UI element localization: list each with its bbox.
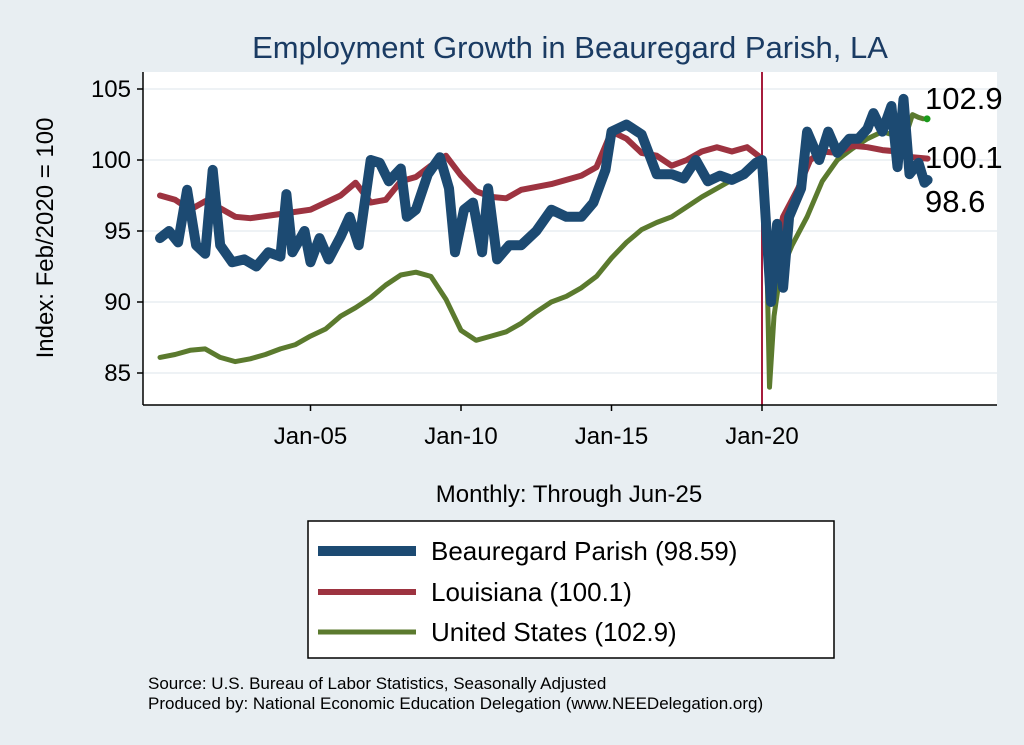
end-label-1: 100.1 <box>925 140 1003 175</box>
legend-label-2: United States (102.9) <box>431 617 677 647</box>
legend-entries: Beauregard Parish (98.59) Louisiana (100.… <box>318 536 737 647</box>
legend: Beauregard Parish (98.59) Louisiana (100.… <box>307 520 835 659</box>
legend-label-1: Louisiana (100.1) <box>431 577 632 607</box>
end-label-0: 98.6 <box>925 184 985 219</box>
chart-title: Employment Growth in Beauregard Parish, … <box>252 30 888 65</box>
y-tick-label: 90 <box>104 289 131 316</box>
x-tick-label: Jan-10 <box>424 423 497 450</box>
series-layer <box>155 72 933 405</box>
end-label-2: 102.9 <box>925 81 1003 116</box>
y-tick-label: 85 <box>104 360 131 387</box>
series-end-marker <box>923 115 931 123</box>
produced-by-note: Produced by: National Economic Education… <box>148 694 763 713</box>
legend-box <box>307 520 835 659</box>
axes <box>137 72 997 411</box>
x-axis-title: Monthly: Through Jun-25 <box>436 481 702 508</box>
y-tick-label: 95 <box>104 218 131 245</box>
source-note: Source: U.S. Bureau of Labor Statistics,… <box>148 674 606 693</box>
y-tick-label: 100 <box>91 147 131 174</box>
x-tick-label: Jan-05 <box>274 423 347 450</box>
series-line-0 <box>155 93 933 307</box>
y-axis-title: Index: Feb/2020 = 100 <box>32 118 59 359</box>
x-tick-label: Jan-15 <box>575 423 648 450</box>
y-tick-labels: 85 90 95 100 105 <box>91 76 131 387</box>
x-tick-labels: Jan-05 Jan-10 Jan-15 Jan-20 <box>274 423 799 450</box>
series-line-2 <box>157 112 926 390</box>
end-labels: 98.6 100.1 102.9 <box>925 81 1003 219</box>
y-tick-label: 105 <box>91 76 131 103</box>
legend-label-0: Beauregard Parish (98.59) <box>431 536 737 566</box>
x-tick-label: Jan-20 <box>725 423 798 450</box>
